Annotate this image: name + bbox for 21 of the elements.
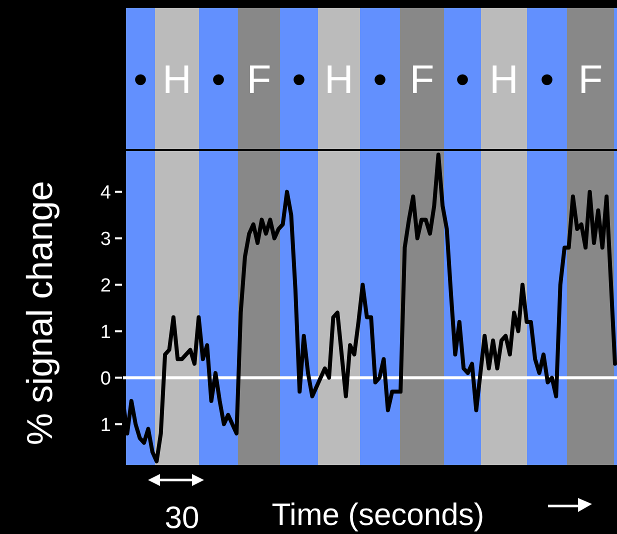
y-tick-label: 1 — [100, 322, 111, 343]
x-axis-title: Time (seconds) — [272, 497, 484, 532]
text: • — [455, 58, 470, 102]
text: • — [540, 58, 554, 102]
y-tick-label: 2 — [100, 275, 111, 296]
y-tick-label: 4 — [100, 182, 112, 204]
y-tick-label: 3 — [100, 228, 111, 250]
text: 30 — [164, 500, 200, 534]
text: • — [372, 58, 388, 102]
text: F — [246, 58, 272, 102]
text: • — [292, 58, 306, 102]
text: H — [162, 58, 192, 102]
y-axis-title: % signal change — [19, 180, 60, 446]
text: H — [324, 58, 354, 102]
text: H — [490, 58, 518, 102]
y-tick-label: 0 — [100, 368, 111, 390]
y-tick-label: 1 — [100, 414, 111, 436]
text: F — [578, 58, 603, 102]
text: • — [133, 58, 148, 102]
text: • — [211, 58, 226, 102]
text: F — [410, 58, 434, 102]
